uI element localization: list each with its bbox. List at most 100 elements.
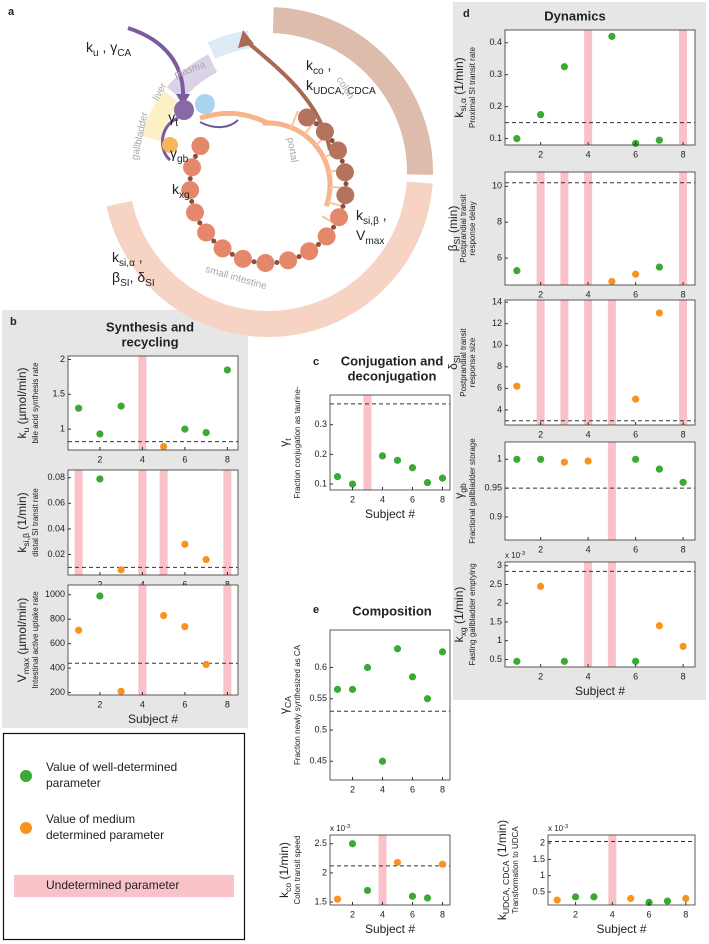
text-segment: γ: [277, 441, 291, 447]
text-segment: k: [306, 57, 314, 73]
transit-node: [300, 242, 319, 261]
y-axis-description: bile acid synthesis rate: [31, 362, 40, 443]
text-segment: V: [15, 674, 29, 682]
medium-point: [333, 895, 342, 903]
subscript: t: [175, 118, 178, 129]
panel-letter: e: [313, 604, 319, 616]
x-tick-label: 2: [97, 579, 102, 589]
text-segment: k: [112, 249, 120, 265]
transit-node: [185, 203, 204, 222]
y-tick-label: 1000: [45, 589, 65, 599]
y-tick-label: 10: [492, 181, 502, 191]
medium-point: [438, 860, 447, 868]
y-tick-label: 6: [497, 252, 502, 262]
text-segment: k: [306, 77, 314, 93]
y-tick-label: 12: [492, 318, 502, 328]
panel-title: recycling: [121, 334, 178, 349]
transit-node: [183, 158, 202, 177]
plot-area: [505, 442, 695, 540]
well-point: [679, 478, 687, 486]
transit-arrow: [187, 176, 193, 182]
y-tick-label: 400: [50, 662, 65, 672]
text-segment: ,: [324, 57, 332, 73]
x-axis-label: Subject #: [128, 712, 178, 726]
plot-area: [68, 356, 238, 450]
portal-to-liver: [199, 110, 270, 126]
y-tick-label: 0.2: [489, 101, 502, 111]
well-point: [393, 645, 402, 653]
medium-point: [655, 622, 663, 630]
text-segment: k: [452, 635, 466, 642]
undetermined-bar: [223, 585, 232, 695]
diagram-label: ku , γCA: [86, 39, 132, 59]
legend-label: Value of well-determined: [46, 760, 177, 774]
well-point: [393, 456, 402, 464]
transit-node: [279, 251, 298, 270]
undetermined-bar: [584, 300, 593, 425]
well-point: [608, 32, 616, 40]
x-tick-label: 2: [538, 544, 543, 554]
well-point: [348, 480, 357, 488]
well-point: [181, 425, 189, 433]
plot-frame: [504, 441, 696, 541]
x-tick-label: 8: [225, 454, 230, 464]
y-tick-label: 2: [497, 598, 502, 608]
well-point: [333, 473, 342, 481]
medium-point: [655, 309, 663, 317]
diagram-label: kUDCA, CDCA: [306, 77, 376, 97]
x-tick-label: 4: [140, 579, 145, 589]
transit-node: [191, 137, 210, 155]
x-tick-label: 6: [633, 289, 638, 299]
well-point: [537, 455, 545, 463]
well-point: [513, 267, 521, 275]
medium-point: [181, 540, 189, 548]
well-point: [348, 840, 357, 848]
legend-label: Undetermined parameter: [46, 878, 179, 892]
x-tick-label: 8: [681, 671, 686, 681]
well-point: [513, 135, 521, 143]
well-point: [408, 673, 417, 681]
transit-arrow: [331, 224, 337, 230]
text-segment: δ: [446, 363, 460, 370]
axis-exponent: x 10-3: [505, 550, 525, 560]
plasma-loop: [199, 119, 239, 128]
well-point: [571, 893, 580, 901]
medium-point: [513, 382, 521, 390]
text-segment: k: [356, 207, 364, 223]
y-axis-label: ksi,β (1/min): [15, 492, 31, 552]
undetermined-bar: [223, 470, 232, 575]
text-segment: V: [356, 227, 366, 243]
well-point: [655, 263, 663, 271]
transit-arrow: [197, 220, 203, 226]
x-tick-label: 6: [182, 699, 187, 709]
undetermined-bar: [560, 300, 569, 425]
undetermined-bar: [584, 30, 593, 145]
plot-frame: [329, 394, 451, 491]
text-segment: γ: [452, 493, 466, 499]
legend-label: determined parameter: [46, 828, 164, 842]
text-segment: β: [446, 244, 460, 251]
plot-area: [505, 562, 695, 667]
y-axis-description: Fasting gallbladder emptying: [468, 563, 477, 665]
well-point: [348, 685, 357, 693]
panel-title: Dynamics: [544, 8, 605, 23]
transit-arrow: [251, 259, 257, 265]
x-tick-label: 8: [225, 699, 230, 709]
subscript: UDCA, CDCA: [313, 86, 376, 97]
x-tick-label: 8: [681, 544, 686, 554]
text-segment: (1/min): [452, 57, 466, 98]
transit-node: [335, 163, 354, 182]
text-segment: (min): [446, 206, 460, 237]
well-point: [632, 455, 640, 463]
medium-point: [608, 277, 616, 286]
medium-point: [75, 626, 83, 634]
subscript: xg: [458, 627, 468, 636]
x-tick-label: 8: [440, 784, 445, 794]
y-axis-description: Postprandial transit: [459, 327, 468, 396]
x-tick-label: 2: [573, 909, 578, 919]
x-tick-label: 2: [538, 149, 543, 159]
plot-area: [68, 470, 238, 575]
well-point: [223, 366, 231, 374]
y-tick-label: 0.1: [314, 478, 327, 488]
plot-frame: [67, 584, 239, 696]
